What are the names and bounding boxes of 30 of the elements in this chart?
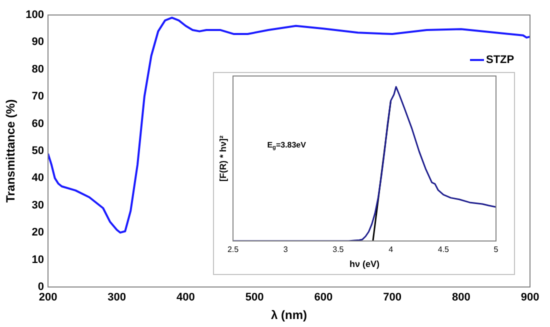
- x-tick-label: 4.5: [438, 245, 450, 254]
- y-tick-label: 70: [32, 90, 44, 103]
- y-tick-label: 40: [32, 172, 44, 184]
- x-tick-label: 4: [388, 245, 394, 254]
- y-tick-label: 10: [32, 254, 44, 266]
- x-tick-label: 600: [314, 292, 333, 304]
- x-tick-label: 2.5: [227, 245, 240, 254]
- x-tick-label: 900: [520, 292, 540, 304]
- x-tick-label: 3.5: [332, 245, 344, 254]
- y-tick-label: 30: [32, 199, 44, 212]
- x-tick-label: 300: [108, 292, 126, 304]
- y-tick-label: 60: [32, 118, 44, 130]
- y-tick-label: 90: [32, 36, 44, 48]
- y-tick-label: 80: [32, 63, 44, 76]
- y-tick-label: 20: [32, 226, 44, 239]
- x-tick-label: 200: [38, 292, 58, 304]
- x-axis-title: hν (eV): [349, 259, 380, 270]
- x-tick-label: 5: [494, 245, 499, 254]
- x-axis-title: λ (nm): [271, 308, 308, 322]
- x-tick-label: 500: [245, 292, 264, 304]
- x-tick-label: 700: [383, 292, 402, 304]
- y-axis-title: [F(R) * hν]²: [218, 136, 228, 182]
- y-tick-label: 50: [32, 145, 44, 158]
- y-tick-label: 100: [26, 9, 44, 22]
- y-tick-label: 0: [38, 281, 44, 294]
- x-tick-label: 800: [452, 292, 470, 304]
- x-tick-label: 400: [176, 292, 195, 304]
- y-axis-title: Transmittance (%): [4, 99, 18, 203]
- x-tick-label: 3: [283, 245, 288, 254]
- legend-label: STZP: [486, 54, 514, 66]
